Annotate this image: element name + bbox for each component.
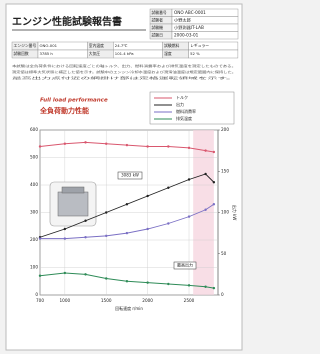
legend-label: トルク [176, 94, 188, 100]
series-point [84, 141, 86, 143]
series-point [188, 147, 190, 149]
series-point [126, 232, 128, 234]
series-point [64, 272, 66, 274]
series-point [84, 220, 86, 222]
series-point [146, 195, 148, 197]
engine-top [62, 187, 84, 193]
series-point [213, 151, 215, 153]
y-tick-label: 600 [30, 127, 38, 132]
series-point [146, 145, 148, 147]
info-label: 大気圧 [89, 51, 101, 56]
x-tick-label: 2500 [184, 298, 195, 303]
info-value: 101.4 kPa [115, 51, 134, 56]
x-tick-label: 1500 [101, 298, 112, 303]
chart-title: 全負荷動力性能 [39, 106, 89, 115]
series-point [126, 144, 128, 146]
series-point [188, 284, 190, 286]
series-point [213, 287, 215, 289]
series-point [105, 235, 107, 237]
info-label: 試験回数 [14, 51, 29, 56]
field-label: 試験番号 [152, 10, 167, 15]
series-point [39, 275, 41, 277]
y2-axis-label: 出力 kW [232, 205, 238, 221]
series-point [126, 203, 128, 205]
note-line: 本試験は全負荷条件における回転速度ごとの軸トルク、出力、燃料消費率および排気温度… [12, 63, 236, 68]
note-line: 測定値は標準大気状態に補正した値を示す。試験中のエンジン冷却水温度および潤滑油温… [12, 69, 236, 74]
series-point [39, 237, 41, 239]
series-point [167, 187, 169, 189]
series-point [167, 283, 169, 285]
field-label: 試験日 [152, 32, 164, 37]
series-point [64, 143, 66, 145]
y-tick-label: 400 [30, 182, 38, 187]
info-value: 52 % [190, 51, 200, 56]
annotation: 3083 kW [121, 173, 139, 178]
y2-tick-label: 0 [221, 292, 224, 297]
info-label: 室内温度 [89, 43, 104, 48]
series-point [213, 181, 215, 183]
y-tick-label: 200 [30, 237, 38, 242]
series-point [105, 211, 107, 213]
field-label: 試験機 [152, 25, 164, 30]
series-point [204, 286, 206, 288]
field-label: 試験者 [152, 17, 164, 22]
y2-tick-label: 100 [221, 210, 229, 215]
series-point [167, 145, 169, 147]
y2-tick-label: 50 [221, 251, 227, 256]
series-point [84, 236, 86, 238]
legend-label: 出力 [176, 101, 184, 107]
series-point [105, 143, 107, 145]
series-point [64, 237, 66, 239]
series-point [167, 222, 169, 224]
info-value: ONO-001 [40, 43, 58, 48]
legend-label: 排気温度 [176, 115, 192, 121]
x-tick-label: 700 [36, 298, 44, 303]
y-tick-label: 0 [35, 292, 38, 297]
series-point [188, 215, 190, 217]
info-value: 3785 h [40, 51, 54, 56]
series-point [213, 203, 215, 205]
y-tick-label: 300 [30, 210, 38, 215]
x-tick-label: 2000 [142, 298, 153, 303]
legend-label: 燃料消費率 [176, 108, 196, 114]
info-label: 試験燃料 [164, 43, 179, 48]
series-point [188, 178, 190, 180]
series-point [204, 173, 206, 175]
annotation: 最高出力 [177, 262, 193, 268]
note-line: 最高出力点付近の網掛け部は定格運転領域を示す。 [12, 75, 236, 80]
series-point [146, 228, 148, 230]
y2-tick-label: 150 [221, 168, 229, 173]
page: エンジン性能試験報告書 Full load performance 全負荷動力性… [0, 0, 249, 354]
field-value: 小野測器IT-LAB [174, 24, 204, 31]
report-title: エンジン性能試験報告書 [12, 15, 122, 28]
y-tick-label: 500 [30, 155, 38, 160]
series-point [126, 280, 128, 282]
series-point [204, 149, 206, 151]
info-label: エンジン番号 [14, 43, 37, 48]
x-tick-label: 1000 [60, 298, 71, 303]
series-point [64, 228, 66, 230]
series-point [146, 281, 148, 283]
series-point [204, 209, 206, 211]
series-point [84, 273, 86, 275]
field-value: 小野太郎 [174, 16, 191, 23]
info-value: 24.7℃ [115, 43, 128, 48]
y2-tick-label: 200 [221, 127, 229, 132]
field-value: 2000-03-01 [174, 32, 199, 37]
engine-body [58, 192, 88, 216]
field-value: ONO ABC-0001 [174, 10, 206, 15]
series-point [39, 145, 41, 147]
y-tick-label: 100 [30, 265, 38, 270]
chart-subtitle: Full load performance [40, 98, 108, 104]
info-value: レギュラー [190, 43, 209, 48]
x-axis-label: 回転速度 r/min [115, 305, 143, 311]
info-label: 湿度 [164, 51, 172, 56]
series-point [105, 277, 107, 279]
